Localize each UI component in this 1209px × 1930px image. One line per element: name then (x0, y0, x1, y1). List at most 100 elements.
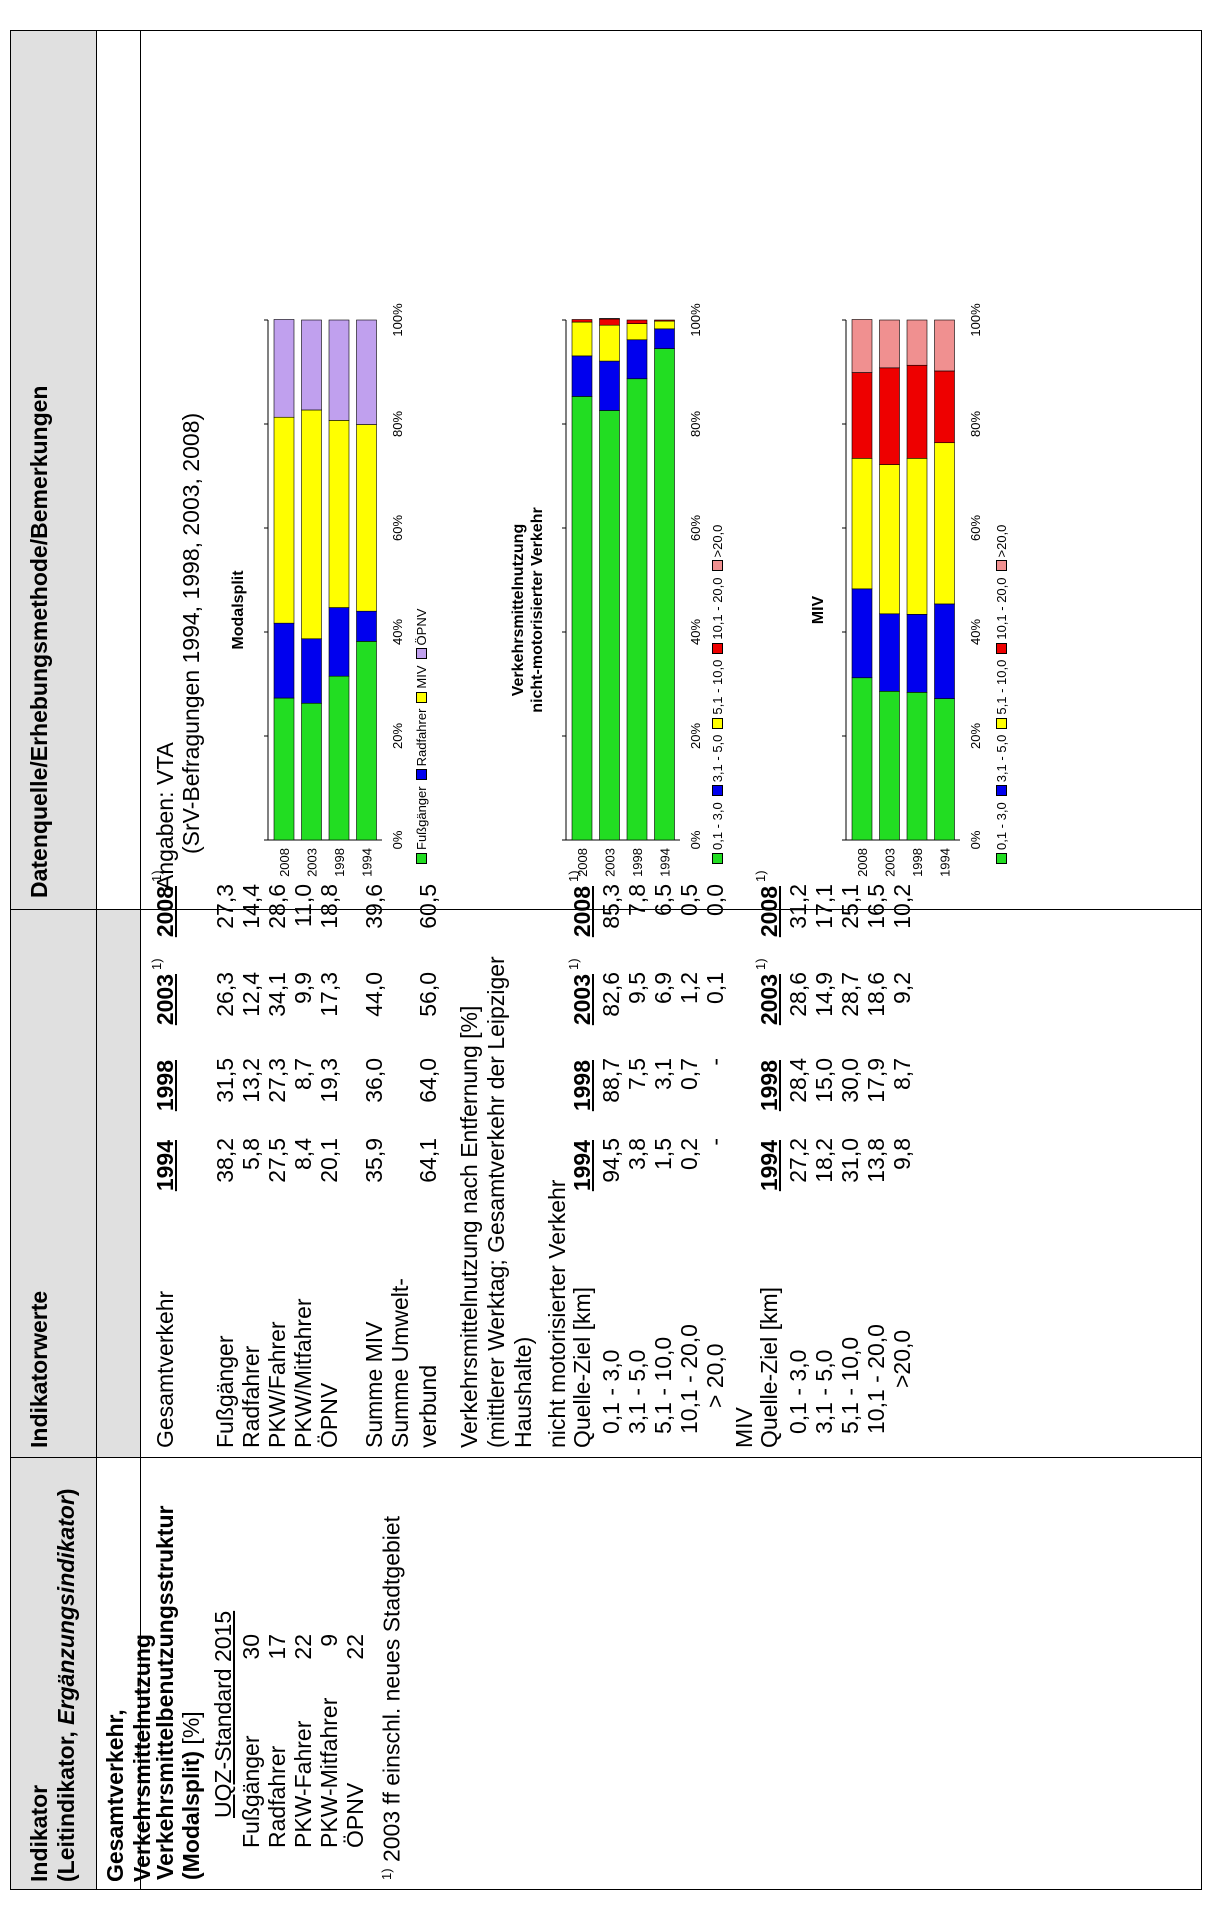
value-cell: 60,5 (415, 884, 441, 929)
value-cell: 28,6 (785, 972, 811, 1017)
value-cell: - (702, 1138, 728, 1146)
value-cell: 13,2 (238, 1058, 264, 1103)
nmv-label: nicht motorisierter Verkehr (544, 1179, 570, 1448)
legend-label: 5,1 - 10,0 (994, 659, 1009, 715)
standard-row-value: 17 (264, 1634, 290, 1660)
value-cell: 3,8 (624, 1138, 650, 1170)
chart-category-label: 2003 (305, 848, 320, 877)
chart-bar-segment (571, 319, 593, 323)
chart-bar-segment (599, 410, 620, 841)
legend-swatch (712, 717, 723, 729)
legend-label: 10,1 - 20,0 (994, 577, 1009, 640)
chart-category-label: 2003 (883, 848, 898, 877)
chart-legend: Fußgänger Radfahrer MIV ÖPNV (414, 609, 429, 870)
chart-bar-segment (851, 372, 873, 459)
value-cell: 9,8 (889, 1138, 915, 1170)
header-indikator: Indikator (Leitindikator, Ergänzungsindi… (10, 1458, 96, 1890)
chart-bar-segment (879, 613, 900, 692)
chart-bar-segment (851, 458, 873, 590)
year-footnote-marker: 1) (753, 958, 768, 970)
chart-bar-segment (934, 442, 955, 605)
value-cell: 3,1 (650, 1058, 676, 1090)
summe-umwelt-line1: Summe Umwelt- (387, 1278, 413, 1448)
qz-label: Quelle-Ziel [km] (756, 1286, 782, 1448)
table-border-left (10, 1889, 1202, 1890)
value-row-label: ÖPNV (316, 1382, 342, 1448)
value-cell: 82,6 (598, 972, 624, 1017)
value-cell: 6,5 (650, 884, 676, 916)
chart-tick-label: 80% (390, 411, 405, 437)
value-cell: 31,0 (837, 1138, 863, 1183)
chart-category-label: 1994 (938, 848, 953, 877)
legend-label: Fußgänger (414, 786, 429, 850)
value-cell: 0,5 (676, 884, 702, 916)
value-cell: 9,9 (290, 972, 316, 1004)
value-cell: 8,7 (889, 1058, 915, 1090)
value-cell: 8,7 (290, 1058, 316, 1090)
value-cell: 31,5 (212, 1058, 238, 1103)
chart-bar-segment (571, 321, 593, 357)
value-cell: 28,4 (785, 1058, 811, 1103)
header-datenquelle-label: Datenquelle/Erhebungsmethode/Bemerkungen (26, 385, 52, 898)
value-cell: 0,7 (676, 1058, 702, 1090)
value-cell: 0,2 (676, 1138, 702, 1170)
chart-tick-label: 60% (968, 515, 983, 541)
chart-tick-label: 80% (968, 411, 983, 437)
chart-bar-segment (654, 320, 675, 330)
footnote-text: 2003 ff einschl. neues Stadtgebiet (378, 1515, 405, 1869)
header-indikatorwerte-label: Indikatorwerte (26, 1290, 52, 1448)
chart-title-line: Verkehrsmittelnutzung (510, 523, 527, 697)
column-divider-1 (10, 1457, 1202, 1458)
chart-bar-segment (934, 319, 955, 372)
year-header: 2008 (569, 886, 595, 938)
value-cell: 18,8 (316, 884, 342, 929)
qz-label: Quelle-Ziel [km] (569, 1286, 595, 1448)
legend-label: 3,1 - 5,0 (710, 734, 725, 783)
year-header: 1998 (569, 1060, 595, 1112)
value-cell: 85,3 (598, 884, 624, 929)
chart-bar-segment (356, 641, 377, 841)
value-cell: 14,4 (238, 884, 264, 929)
indicator-table: Indikator (Leitindikator, Ergänzungsindi… (10, 30, 1202, 1890)
chart-plot: 2008 2003 1998 1994 0% 20% 40% 60% 80% 100% (264, 303, 405, 877)
value-cell: 0,0 (702, 884, 728, 916)
chart-bar-segment (599, 318, 620, 320)
chart-bar-segment (599, 324, 620, 362)
chart-bar-segment (906, 692, 928, 841)
entfernung-line: (mittlerer Werktag; Gesamtverkehr der Le… (483, 956, 509, 1448)
value-cell: 27,2 (785, 1138, 811, 1183)
year-footnote-marker: 1) (149, 958, 164, 970)
header-indikator-line1: Indikator (26, 1784, 52, 1882)
chart-bar-segment (273, 319, 295, 418)
header-paren: ) (53, 1488, 79, 1497)
year-header: 2008 (756, 886, 782, 938)
value-cell: 44,0 (361, 972, 387, 1017)
value-cell: 94,5 (598, 1138, 624, 1183)
legend-label: 5,1 - 10,0 (710, 659, 725, 715)
legend-swatch (712, 853, 723, 864)
value-cell: 25,1 (837, 884, 863, 929)
chart-bar-segment (934, 698, 955, 841)
value-cell: 10,2 (889, 884, 915, 929)
value-row-label: 3,1 - 5,0 (811, 1349, 837, 1434)
chart-category-label: 2008 (855, 848, 870, 877)
chart-bar-segment (273, 416, 295, 624)
value-cell: 17,9 (863, 1058, 889, 1103)
section-title: Gesamtverkehr, Verkehrsmittelnutzung (96, 1458, 155, 1890)
header-indikatorwerte: Indikatorwerte (10, 910, 96, 1458)
value-row-label: 10,1 - 20,0 (863, 1324, 889, 1434)
legend-swatch (996, 560, 1007, 572)
chart-bar-segment (599, 318, 620, 326)
value-row-label: 0,1 - 3,0 (785, 1349, 811, 1434)
value-row-label: PKW/Fahrer (264, 1321, 290, 1448)
chart-bar-segment (626, 323, 648, 341)
footnote-marker: 1) (379, 1868, 394, 1880)
chart-bar-segment (906, 319, 928, 366)
chart-bar-segment (626, 319, 648, 324)
chart-title-line: nicht-motorisierter Verkehr (529, 507, 546, 713)
chart-category-label: 1998 (910, 848, 925, 877)
entfernung-line: Verkehrsmittelnutzung nach Entfernung [%… (456, 1005, 482, 1448)
standard-row-label: PKW-Fahrer (290, 1720, 316, 1848)
value-cell: 17,1 (811, 884, 837, 929)
